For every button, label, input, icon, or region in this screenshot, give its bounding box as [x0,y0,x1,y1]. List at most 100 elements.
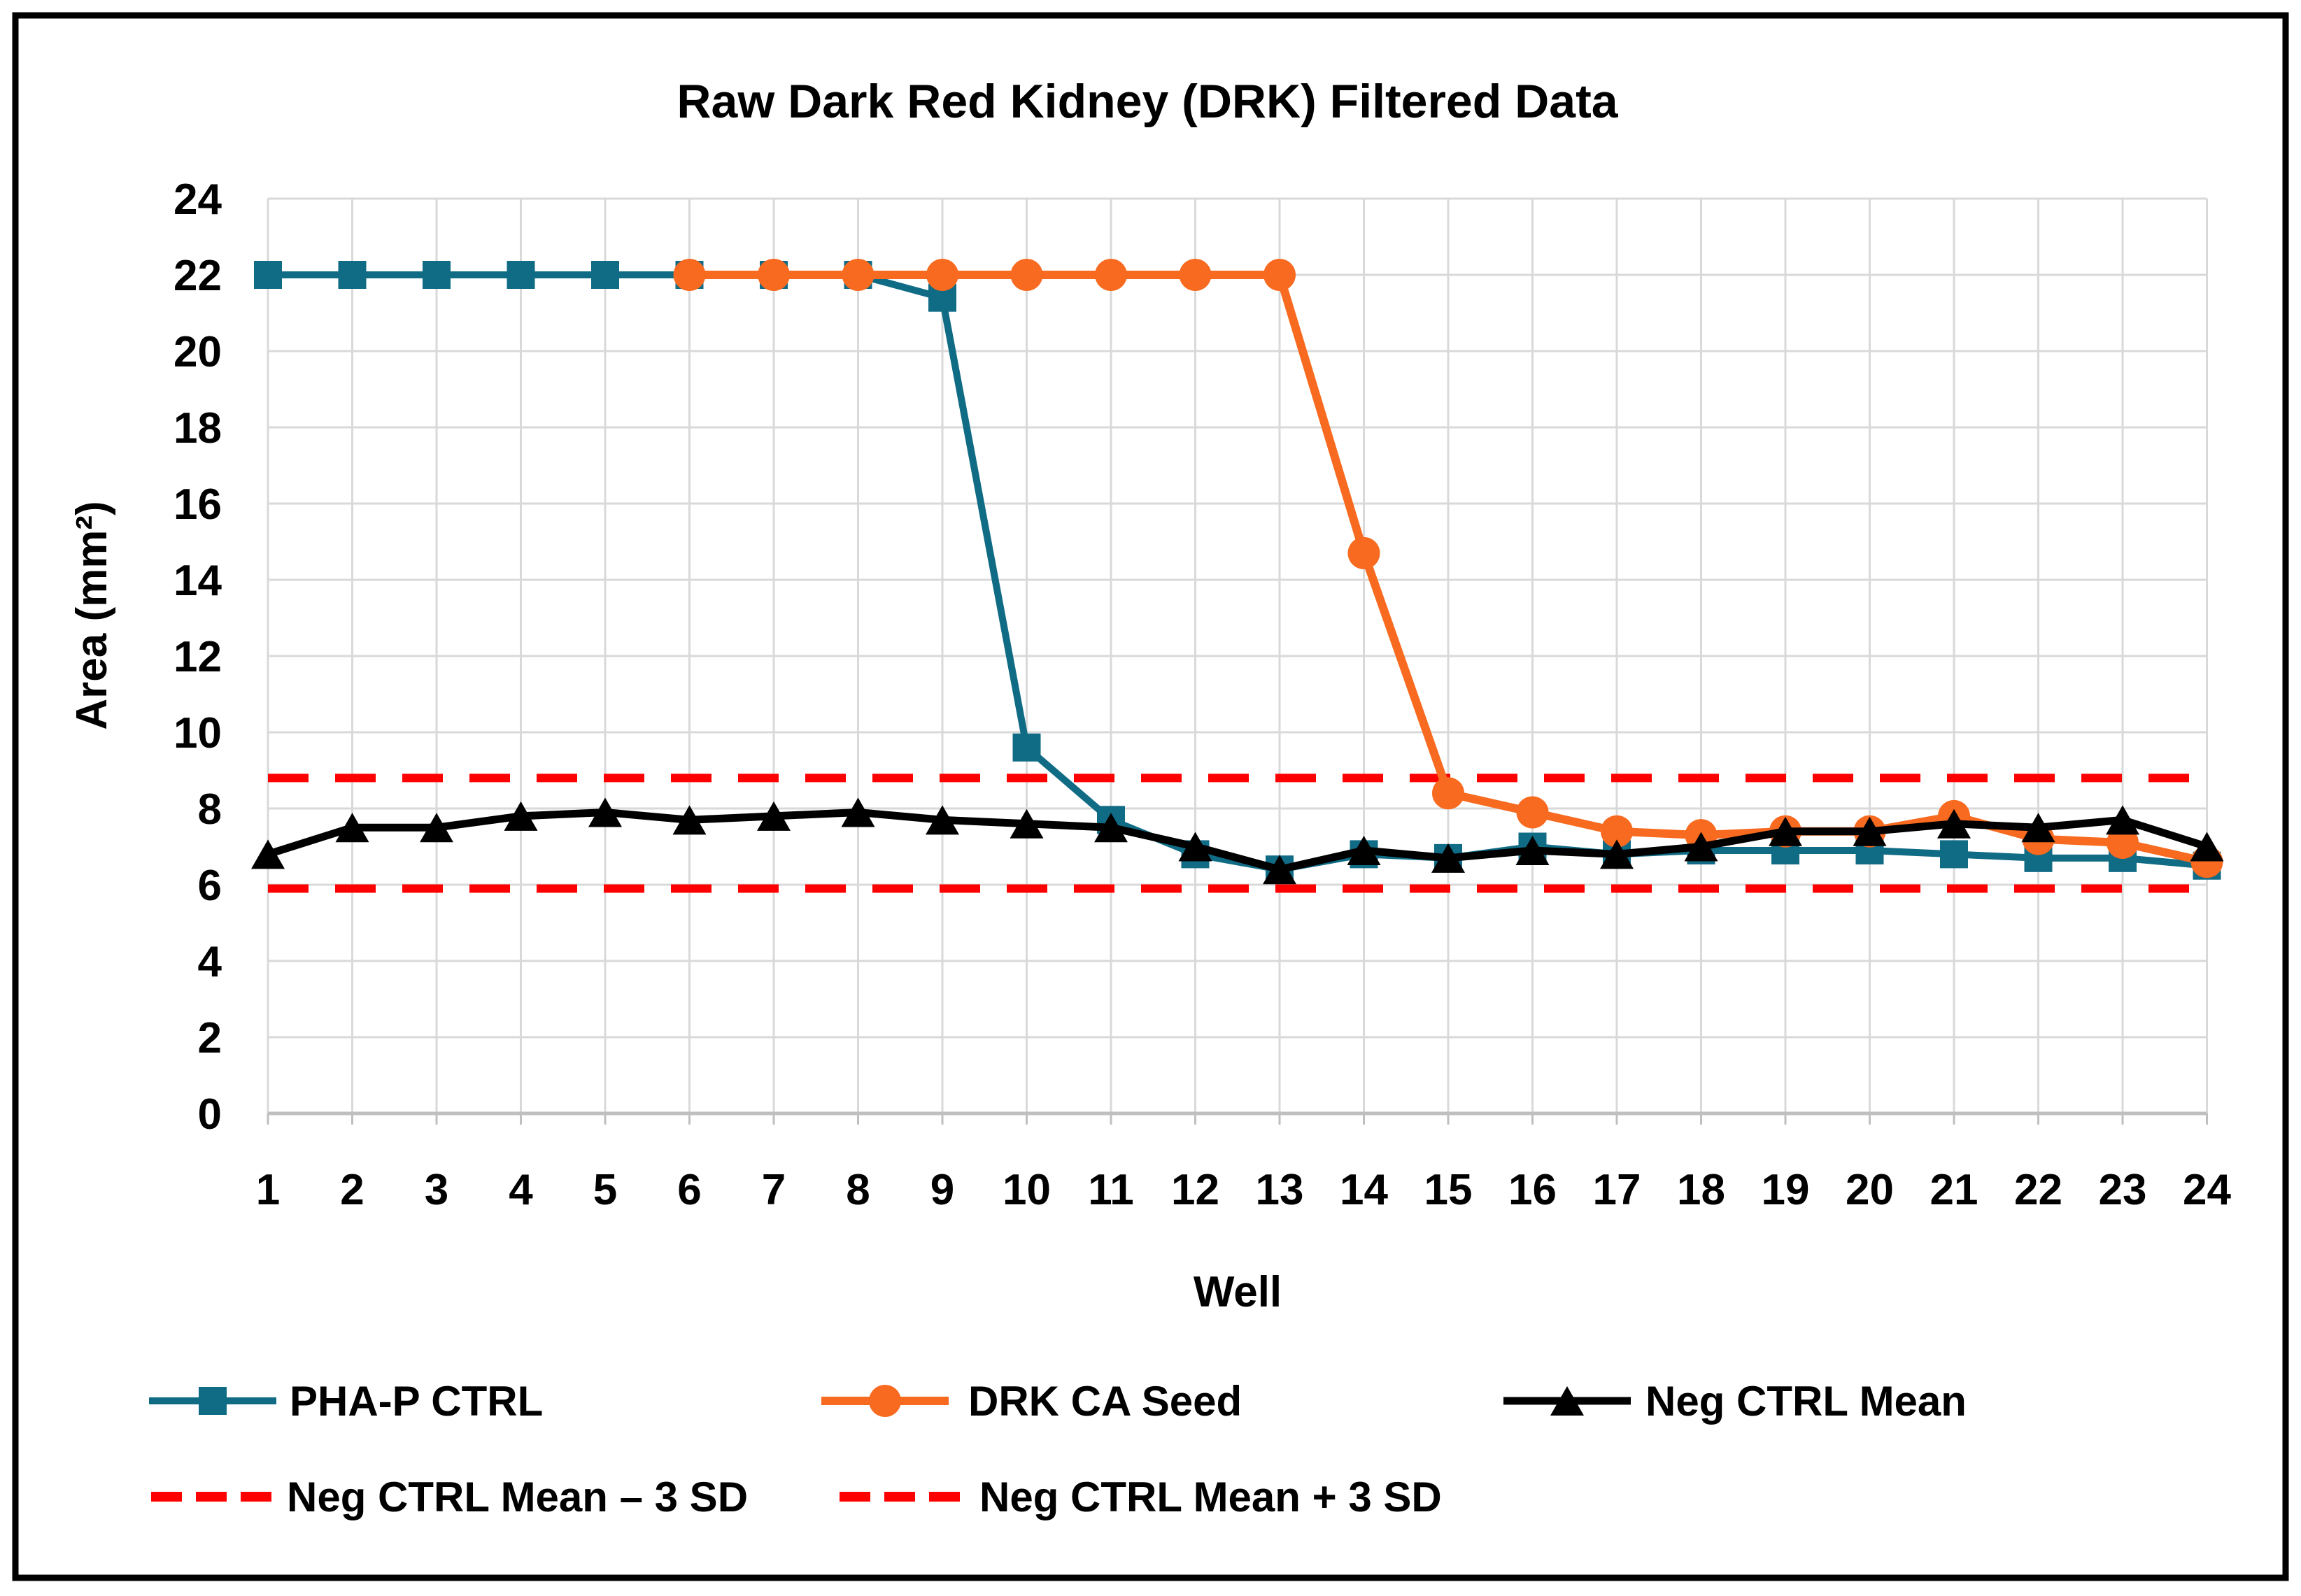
x-tick-label: 16 [1508,1166,1557,1214]
data-point-marker [1940,840,1968,869]
y-tick-label: 20 [174,328,222,376]
series-line [267,808,2209,874]
legend-item: PHA-P CTRL [149,1378,543,1425]
data-point-marker [1347,835,1381,865]
data-point-marker [588,797,622,827]
data-point-marker [758,259,790,291]
x-tick-label: 13 [1256,1166,1304,1214]
reference-lines-layer [268,774,2207,893]
data-point-marker [338,261,367,289]
x-tick-label: 14 [1340,1166,1388,1214]
data-point-marker [507,261,535,289]
data-point-marker [1432,777,1464,810]
data-point-marker [1010,259,1043,291]
x-tick-label: 12 [1171,1166,1219,1214]
legend: PHA-P CTRL DRK CA Seed Neg CTRL Mean Neg CT… [149,1378,1967,1520]
y-tick-label: 0 [198,1090,222,1139]
series-neg-ctrl-mean [251,797,2224,885]
data-point-marker [1937,808,1971,839]
data-point-marker [1095,259,1127,291]
x-tick-label: 9 [930,1166,954,1214]
data-point-marker [2106,805,2139,835]
data-point-marker [841,797,875,827]
x-tick-label: 20 [1846,1166,1894,1214]
x-tick-label: 7 [762,1166,786,1214]
x-tick-label: 3 [425,1166,448,1214]
data-point-marker [2021,813,2055,843]
data-point-marker [1515,835,1550,865]
x-tick-label: 21 [1930,1166,1978,1214]
axis-layer [267,1111,2208,1125]
data-point-marker [251,839,285,869]
data-point-marker [423,261,451,289]
x-tick-label: 2 [340,1166,364,1214]
y-tick-label: 16 [174,480,222,529]
x-tick-label: 5 [593,1166,617,1214]
data-point-marker [2107,827,2139,860]
y-tick-label: 22 [174,252,222,300]
data-point-marker [926,805,959,835]
data-point-marker [1178,832,1212,862]
legend-label: Neg CTRL Mean – 3 SD [287,1474,748,1520]
x-tick-label: 15 [1424,1166,1473,1214]
y-tick-label: 4 [198,938,222,986]
x-tick-label: 22 [2014,1166,2062,1214]
x-axis-title: Well [1194,1268,1282,1316]
y-tick-label: 18 [174,404,222,453]
y-tick-label: 8 [198,785,222,834]
data-point-marker [1263,855,1296,885]
legend-item: Neg CTRL Mean [1503,1378,1967,1425]
data-point-marker [1263,259,1296,291]
x-tick-label: 23 [2099,1166,2147,1214]
legend-label: PHA-P CTRL [290,1378,543,1425]
figure-border [12,12,2289,1581]
series-pha-p-ctrl [254,261,2221,884]
data-point-marker [1431,843,1465,873]
data-point-marker [591,261,619,289]
data-point-marker [504,801,538,831]
data-point-marker [1347,536,1380,569]
data-point-marker [842,259,875,291]
x-tick-label: 6 [677,1166,701,1214]
legend-label: Neg CTRL Mean + 3 SD [979,1474,1442,1520]
legend-item: DRK CA Seed [821,1378,1242,1425]
data-point-marker [1684,832,1718,862]
y-tick-label: 10 [174,709,222,757]
x-tick-label: 19 [1762,1166,1810,1214]
data-point-marker [1179,259,1212,291]
legend-label: DRK CA Seed [968,1378,1242,1425]
data-point-marker [254,261,282,289]
data-point-marker [869,1385,901,1417]
chart-title: Raw Dark Red Kidney (DRK) Filtered Data [677,75,1618,128]
x-tick-label: 18 [1677,1166,1725,1214]
x-tick-label: 24 [2183,1166,2231,1214]
series-layer [251,259,2224,885]
y-axis-title: Area (mm²) [68,501,116,729]
x-tick-label: 10 [1003,1166,1051,1214]
y-tick-label: 6 [198,862,222,910]
data-point-marker [420,813,453,843]
data-point-marker [1550,1386,1584,1416]
data-point-marker [1769,816,1802,846]
data-point-marker [1853,816,1887,846]
data-point-marker [1012,733,1041,762]
data-point-marker [672,805,707,835]
data-point-marker [335,813,369,843]
data-point-marker [199,1387,227,1415]
x-tick-label: 4 [509,1166,533,1214]
x-tick-label: 1 [256,1166,280,1214]
grid-layer [267,197,2208,1115]
data-point-marker [1516,796,1549,829]
y-tick-label: 12 [174,633,222,681]
data-point-marker [1094,813,1128,843]
data-point-marker [926,259,958,291]
legend-item: Neg CTRL Mean + 3 SD [840,1474,1442,1520]
data-point-marker [673,259,706,291]
x-tick-label: 17 [1593,1166,1641,1214]
data-point-marker [757,801,791,831]
data-point-marker [1010,808,1044,839]
data-point-marker [1600,839,1634,869]
